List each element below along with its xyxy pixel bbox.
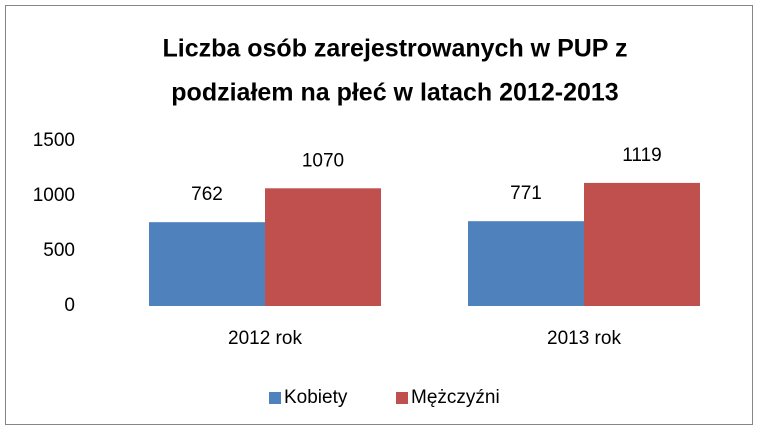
data-label: 1070 [302, 150, 344, 171]
bar [265, 188, 381, 306]
bar [149, 222, 265, 306]
y-tick-label: 1000 [33, 185, 75, 206]
y-tick-label: 0 [64, 295, 75, 316]
y-tick-label: 500 [43, 240, 75, 261]
bar [468, 221, 584, 306]
y-tick-label: 1500 [33, 130, 75, 151]
legend-swatch [269, 392, 281, 404]
chart-title: Liczba osób zarejestrowanych w PUP z [163, 35, 628, 63]
bar [584, 182, 700, 306]
x-tick-label: 2013 rok [547, 328, 621, 349]
x-tick-label: 2012 rok [228, 328, 302, 349]
legend-label: Mężczyźni [411, 387, 500, 408]
legend-swatch [396, 392, 408, 404]
data-label: 771 [510, 183, 542, 204]
legend-label: Kobiety [284, 387, 348, 408]
chart-title: podziałem na płeć w latach 2012-2013 [171, 79, 618, 107]
data-label: 762 [191, 184, 223, 205]
data-label: 1119 [622, 145, 661, 166]
